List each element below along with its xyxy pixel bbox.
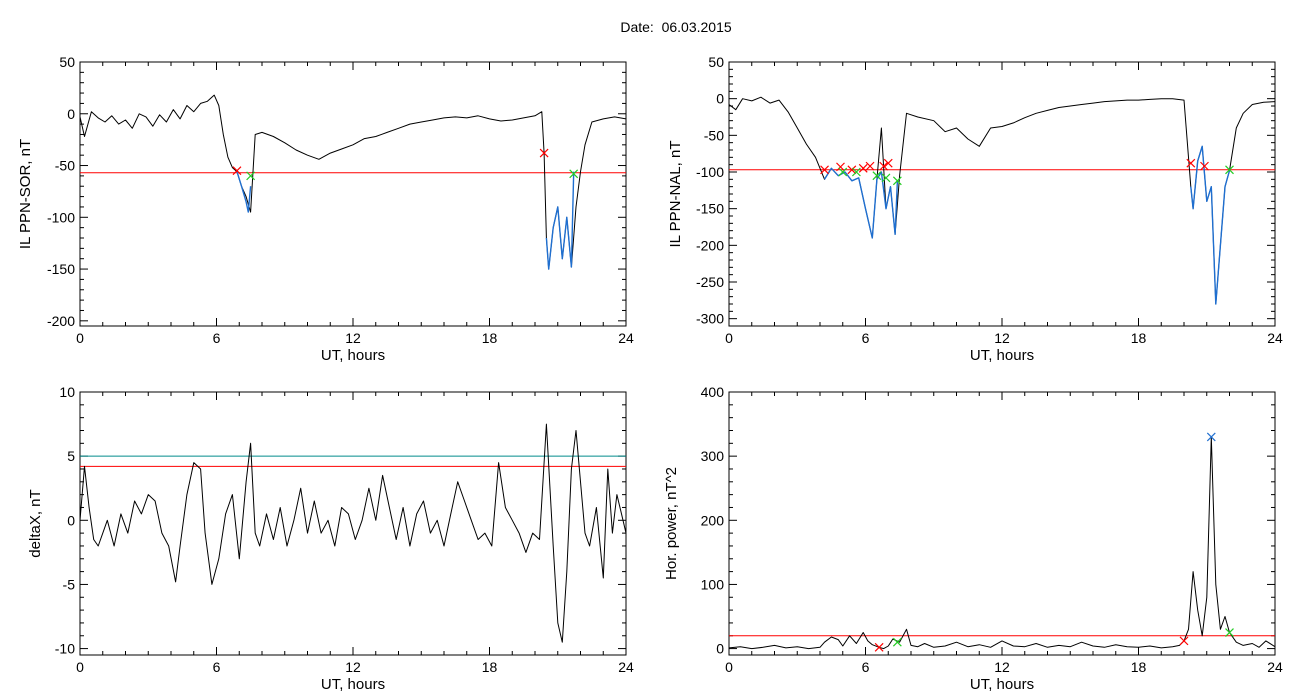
x-tick-label: 18 — [1131, 659, 1147, 675]
marker-blue — [1206, 432, 1216, 442]
x-tick-label: 12 — [345, 330, 361, 346]
plot-frame — [79, 391, 627, 656]
marker-green — [246, 171, 256, 181]
y-tick-label: -50 — [704, 127, 724, 143]
x-tick-label: 12 — [994, 330, 1010, 346]
series-line — [80, 94, 626, 270]
y-tick-label: 0 — [67, 106, 75, 122]
y-tick-label: 200 — [701, 512, 725, 528]
y-axis-title: IL PPN-SOR, nT — [17, 139, 34, 249]
series-line — [729, 96, 1275, 305]
x-axis-title: UT, hours — [321, 676, 385, 693]
x-tick-label: 12 — [994, 659, 1010, 675]
y-tick-label: -200 — [47, 313, 75, 329]
x-tick-label: 12 — [345, 659, 361, 675]
marker-green — [892, 176, 902, 186]
series-line — [729, 436, 1275, 650]
chart-panel-4: 0 6 12 18 24 400 300 200 100 0 UT, hours Hor. power… — [663, 384, 1283, 693]
plot-area — [729, 96, 1275, 305]
y-tick-label: 100 — [701, 576, 725, 592]
y-tick-label: -100 — [696, 164, 724, 180]
x-tick-label: 6 — [862, 659, 870, 675]
marker-red — [883, 158, 893, 168]
y-tick-label: -50 — [55, 158, 75, 174]
marker-red — [874, 642, 884, 652]
y-axis-title: deltaX, nT — [27, 489, 44, 557]
x-axis-title: UT, hours — [970, 347, 1034, 364]
marker-green — [881, 173, 891, 183]
y-tick-label: -150 — [696, 201, 724, 217]
x-axis-title: UT, hours — [321, 347, 385, 364]
marker-green — [569, 169, 579, 179]
y-tick-label: 10 — [59, 384, 75, 400]
y-axis-title: Hor. power, nT^2 — [663, 467, 680, 580]
y-tick-label: -250 — [696, 274, 724, 290]
x-tick-label: 6 — [213, 330, 221, 346]
x-tick-label: 18 — [1131, 330, 1147, 346]
chart-panel-1: 0 6 12 18 24 50 0 -50 -100 -150 -200 UT, hours IL PP… — [17, 54, 634, 364]
blue-segment-line — [545, 171, 575, 270]
plot-area — [80, 423, 626, 643]
marker-red — [1200, 161, 1209, 171]
marker-green — [838, 167, 848, 177]
y-axis-title: IL PPN-NAL, nT — [667, 141, 684, 248]
marker-red — [879, 161, 889, 171]
plot-area — [80, 94, 626, 270]
x-tick-label: 0 — [76, 659, 84, 675]
marker-red — [836, 162, 845, 172]
plot-area — [729, 432, 1275, 652]
marker-green — [872, 171, 882, 181]
x-axis-title: UT, hours — [970, 676, 1034, 693]
x-tick-label: 0 — [76, 330, 84, 346]
y-tick-label: 5 — [67, 448, 75, 464]
x-tick-label: 6 — [213, 659, 221, 675]
y-tick-label: -10 — [55, 641, 75, 657]
y-tick-label: -300 — [696, 311, 724, 327]
plot-frame — [728, 61, 1276, 327]
blue-segment-line — [1190, 145, 1231, 305]
blue-segment-line — [236, 171, 252, 213]
y-tick-label: 0 — [716, 91, 724, 107]
x-tick-label: 24 — [618, 659, 634, 675]
date-value: 06.03.2015 — [661, 19, 732, 35]
plot-frame — [728, 391, 1276, 656]
marker-green — [1225, 165, 1234, 175]
marker-red — [820, 165, 829, 175]
y-tick-label: -200 — [696, 237, 724, 253]
marker-red — [847, 165, 857, 175]
plot-frame — [79, 61, 627, 327]
marker-red — [539, 148, 549, 158]
x-tick-label: 18 — [482, 659, 498, 675]
marker-green — [851, 167, 861, 177]
series-line — [80, 423, 626, 643]
x-tick-label: 6 — [862, 330, 870, 346]
y-tick-label: -5 — [63, 576, 76, 592]
marker-red — [865, 161, 875, 171]
marker-red — [1179, 636, 1189, 646]
marker-red — [858, 163, 868, 173]
y-tick-label: -150 — [47, 261, 75, 277]
x-tick-label: 24 — [618, 330, 634, 346]
figure-title: Date: 06.03.2015 — [0, 19, 1300, 35]
marker-green — [892, 637, 902, 647]
marker-red — [232, 166, 242, 176]
y-tick-label: 0 — [67, 512, 75, 528]
date-label: Date: — [620, 19, 654, 35]
y-tick-label: 50 — [708, 54, 724, 70]
y-tick-label: 50 — [59, 54, 75, 70]
x-tick-label: 24 — [1267, 659, 1283, 675]
x-tick-label: 0 — [725, 659, 733, 675]
x-tick-label: 18 — [482, 330, 498, 346]
x-tick-label: 24 — [1267, 330, 1283, 346]
chart-panel-2: 0 6 12 18 24 50 0 -50 -100 -150 -200 -250 -300 UT, ho… — [667, 54, 1283, 364]
y-tick-label: 400 — [701, 384, 725, 400]
y-tick-label: -100 — [47, 209, 75, 225]
chart-panel-3: 0 6 12 18 24 10 5 0 -5 -10 UT, hours deltaX, nT — [27, 384, 634, 693]
marker-red — [1186, 158, 1196, 168]
marker-green — [1225, 628, 1234, 637]
y-tick-label: 300 — [701, 448, 725, 464]
y-tick-label: 0 — [716, 641, 724, 657]
x-tick-label: 0 — [725, 330, 733, 346]
